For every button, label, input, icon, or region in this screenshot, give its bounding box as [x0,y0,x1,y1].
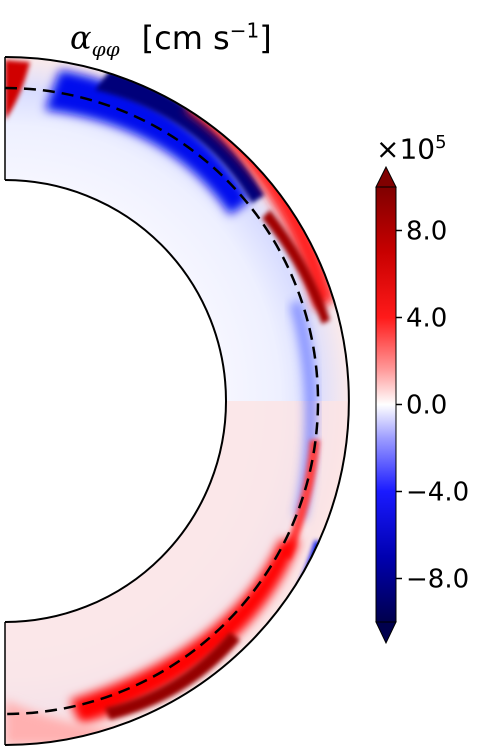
southern-hemisphere-tint [5,401,349,745]
colorbar: 8.0 4.0 0.0 −4.0 −8.0 [375,165,469,645]
colorbar-multiplier: ×105 [376,132,447,165]
colorbar-ticks: 8.0 4.0 0.0 −4.0 −8.0 [396,217,469,595]
colorbar-tick-label: 0.0 [406,391,447,421]
north-positive-core [262,210,330,324]
colorbar-multiplier-exponent: 5 [435,132,447,153]
title-subscript: φφ [91,37,120,62]
title-unit-close: ] [259,18,272,57]
colorbar-tick-label: −4.0 [406,478,469,508]
south-positive-core [105,632,240,720]
colorbar-tick-label: −8.0 [406,565,469,595]
colorbar-extend-min [375,621,397,645]
colorbar-extend-max [375,165,397,188]
dashed-reference-circle [4,86,320,716]
south-positive-band [70,540,300,725]
colorbar-multiplier-base: ×10 [376,132,436,166]
inner-boundary [4,179,227,623]
north-negative-core [95,70,265,203]
title-unit-text: [cm s [141,18,230,57]
colorbar-tick-label: 8.0 [406,217,447,247]
colorbar-gradient [375,186,397,623]
title-symbol: α [70,18,92,57]
north-pole-patch [5,60,30,120]
title-unit: [cm s−1] [141,18,272,57]
north-negative-band [45,70,250,215]
colorbar-tick-label: 4.0 [406,304,447,334]
title-unit-exponent: −1 [229,18,260,42]
plot-title: αφφ [cm s−1] [70,18,272,61]
shell-field [4,56,350,746]
outer-boundary [4,56,350,746]
